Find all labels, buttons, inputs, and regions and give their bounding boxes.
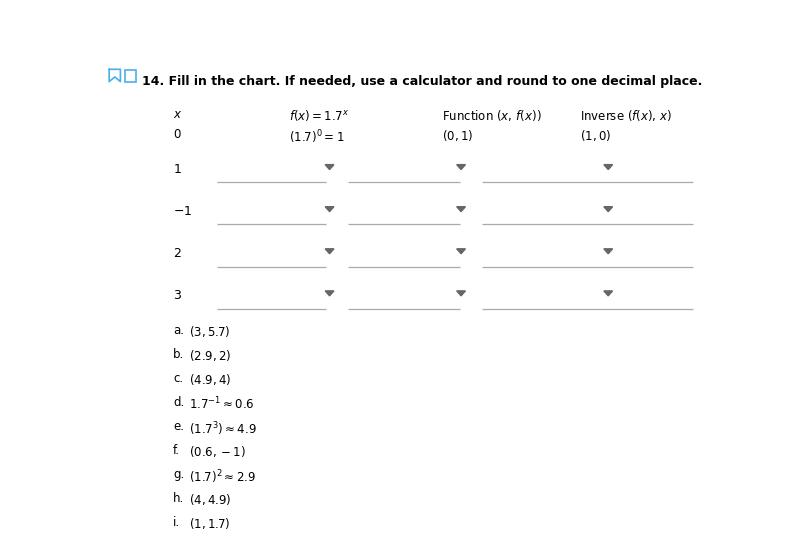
Polygon shape — [325, 249, 334, 254]
Polygon shape — [457, 249, 465, 254]
Text: $(1.7)^2 \approx 2.9$: $(1.7)^2 \approx 2.9$ — [189, 468, 255, 486]
Bar — [124, 70, 136, 81]
Polygon shape — [604, 291, 612, 296]
Text: $(0,1)$: $(0,1)$ — [442, 128, 473, 143]
Text: h.: h. — [173, 492, 184, 505]
Polygon shape — [457, 291, 465, 296]
Text: i.: i. — [173, 516, 180, 529]
Text: f.: f. — [173, 444, 180, 457]
Text: $2$: $2$ — [173, 247, 182, 260]
Text: $(1, 1.7)$: $(1, 1.7)$ — [189, 516, 230, 531]
Text: e.: e. — [173, 420, 184, 433]
Text: $(3, 5.7)$: $(3, 5.7)$ — [189, 324, 230, 339]
Text: d.: d. — [173, 396, 184, 409]
Text: a.: a. — [173, 324, 184, 337]
Text: $(1.7^3) \approx 4.9$: $(1.7^3) \approx 4.9$ — [189, 420, 256, 438]
Polygon shape — [457, 207, 465, 212]
Polygon shape — [604, 249, 612, 254]
Text: $f(x) = 1.7^x$: $f(x) = 1.7^x$ — [289, 108, 349, 123]
Polygon shape — [457, 165, 465, 169]
Text: Function $(x,\, f(x))$: Function $(x,\, f(x))$ — [442, 108, 542, 123]
Polygon shape — [325, 165, 334, 169]
Text: $0$: $0$ — [173, 128, 182, 142]
Polygon shape — [325, 291, 334, 296]
Text: $3$: $3$ — [173, 289, 182, 302]
Text: $(1.7)^0 = 1$: $(1.7)^0 = 1$ — [289, 128, 344, 146]
Text: $(0.6, -1)$: $(0.6, -1)$ — [189, 444, 246, 459]
Polygon shape — [604, 207, 612, 212]
Text: $(2.9, 2)$: $(2.9, 2)$ — [189, 348, 231, 363]
Text: 14. Fill in the chart. If needed, use a calculator and round to one decimal plac: 14. Fill in the chart. If needed, use a … — [141, 75, 702, 88]
Polygon shape — [325, 207, 334, 212]
Text: Inverse $(f(x),\, x)$: Inverse $(f(x),\, x)$ — [580, 108, 672, 123]
Text: c.: c. — [173, 372, 183, 385]
Text: $(4.9, 4)$: $(4.9, 4)$ — [189, 372, 231, 387]
Text: $1$: $1$ — [173, 162, 182, 176]
Text: $x$: $x$ — [173, 108, 183, 121]
Text: $(1,0)$: $(1,0)$ — [580, 128, 611, 143]
Text: g.: g. — [173, 468, 184, 481]
Text: $-1$: $-1$ — [173, 205, 192, 218]
Text: $1.7^{-1} \approx 0.6$: $1.7^{-1} \approx 0.6$ — [189, 396, 255, 413]
Text: $(4, 4.9)$: $(4, 4.9)$ — [189, 492, 231, 507]
Text: b.: b. — [173, 348, 184, 361]
Polygon shape — [604, 165, 612, 169]
